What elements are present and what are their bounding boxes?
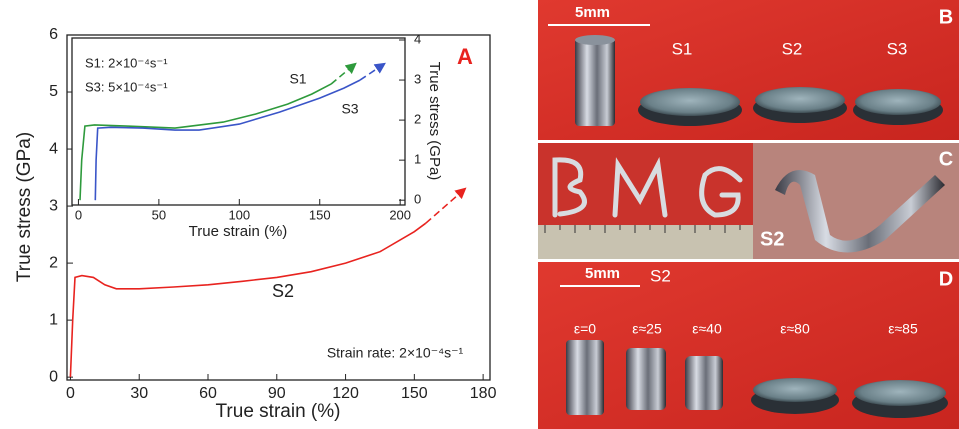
photo-panels: 5mm B S1 S2 S3 S2 C 5mm S2 D ε=0 ε≈25 ε≈… (538, 0, 959, 429)
sample-label: S2 (650, 266, 671, 285)
y-tick-label: 3 (49, 197, 58, 214)
scale-label: 5mm (585, 265, 620, 282)
strain-label: ε≈85 (888, 321, 918, 337)
x-tick-label: 90 (268, 385, 286, 402)
panel-letter: D (939, 268, 953, 290)
x-tick-label: 100 (228, 207, 250, 222)
x-tick-label: 0 (66, 385, 75, 402)
ruler (538, 225, 753, 259)
x-tick-label: 200 (389, 207, 411, 222)
cylinder (685, 356, 723, 410)
y-axis-label: True stress (GPa) (426, 62, 443, 181)
disc (640, 88, 740, 116)
annotation: Strain rate: 2×10⁻⁴s⁻¹ (327, 345, 464, 361)
cylinder (575, 38, 615, 126)
disc (753, 378, 837, 402)
sample-label: S1 (672, 39, 693, 58)
series-label: S3 (341, 101, 358, 117)
y-tick-label: 0 (414, 192, 421, 207)
y-tick-label: 2 (49, 254, 58, 271)
series-label: S1 (289, 71, 306, 87)
y-tick-label: 6 (49, 26, 58, 43)
sample-label: S2 (760, 228, 784, 250)
cylinder-top (575, 35, 615, 45)
x-tick-label: 150 (401, 385, 428, 402)
cylinder (626, 348, 666, 410)
disc (854, 380, 946, 406)
disc (755, 87, 845, 113)
y-tick-label: 0 (49, 368, 58, 385)
y-tick-label: 4 (49, 140, 58, 157)
y-tick-label: 1 (49, 311, 58, 328)
x-tick-label: 180 (470, 385, 497, 402)
x-axis-label: True strain (%) (189, 223, 288, 240)
sample-label: S3 (887, 39, 908, 58)
y-tick-label: 3 (414, 71, 421, 86)
x-tick-label: 60 (199, 385, 217, 402)
cylinder (566, 340, 604, 415)
series-label: S2 (272, 281, 294, 301)
disc (855, 89, 941, 115)
x-tick-label: 50 (152, 207, 166, 222)
panel-letter: B (939, 6, 953, 28)
y-tick-label: 5 (49, 83, 58, 100)
sample-label: S2 (782, 39, 803, 58)
y-tick-label: 2 (414, 112, 421, 127)
y-axis-label: True stress (GPa) (14, 132, 35, 282)
x-tick-label: 150 (309, 207, 331, 222)
x-tick-label: 0 (75, 207, 82, 222)
x-tick-label: 30 (130, 385, 148, 402)
annotation: S3: 5×10⁻⁴s⁻¹ (85, 79, 168, 94)
panel-letter: C (939, 148, 953, 170)
figure: 5mm B S1 S2 S3 S2 C 5mm S2 D ε=0 ε≈25 ε≈… (0, 0, 959, 429)
annotation: S1: 2×10⁻⁴s⁻¹ (85, 55, 168, 70)
strain-label: ε≈80 (780, 321, 810, 337)
x-tick-label: 120 (332, 385, 359, 402)
strain-label: ε≈25 (632, 321, 662, 337)
scale-label: 5mm (575, 4, 610, 21)
x-axis-label: True strain (%) (216, 401, 341, 422)
panel-letter: A (457, 44, 473, 69)
strain-label: ε=0 (574, 321, 596, 337)
y-tick-label: 4 (414, 31, 421, 46)
y-tick-label: 1 (414, 152, 421, 167)
strain-label: ε≈40 (692, 321, 722, 337)
